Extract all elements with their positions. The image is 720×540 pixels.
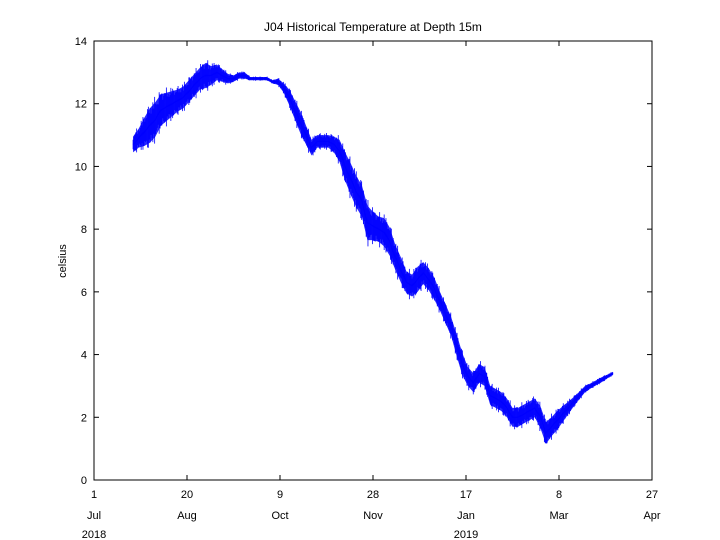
y-axis-ticks: 0 2 4 6 8 10 12 14 (75, 36, 652, 487)
y-tick-label: 8 (81, 224, 87, 236)
chart-title: J04 Historical Temperature at Depth 15m (264, 20, 482, 34)
series-line (132, 71, 614, 435)
x-tick-month-label: Mar (550, 510, 569, 522)
y-tick-label: 12 (75, 99, 87, 111)
x-tick-day-label: 9 (277, 489, 283, 501)
y-tick-label: 4 (81, 350, 87, 362)
series-group (132, 60, 614, 444)
x-tick-month-label: Apr (643, 510, 660, 522)
y-axis-label: celsius (57, 244, 69, 278)
y-tick-label: 2 (81, 412, 87, 424)
x-tick-month-label: Oct (271, 510, 288, 522)
y-tick-label: 6 (81, 287, 87, 299)
x-year-label: 2018 (82, 529, 106, 540)
y-tick-label: 0 (81, 475, 87, 487)
y-tick-label: 10 (75, 161, 87, 173)
x-tick-month-label: Aug (177, 510, 197, 522)
plot-area (93, 40, 653, 481)
x-tick-day-label: 1 (91, 489, 97, 501)
x-year-label: 2019 (454, 529, 478, 540)
x-tick-month-label: Jan (457, 510, 475, 522)
x-tick-day-label: 20 (181, 489, 193, 501)
x-tick-day-label: 17 (460, 489, 472, 501)
x-tick-day-label: 27 (646, 489, 658, 501)
x-tick-month-label: Jul (87, 510, 101, 522)
x-tick-day-label: 8 (556, 489, 562, 501)
x-tick-month-label: Nov (363, 510, 383, 522)
y-tick-label: 14 (75, 36, 87, 48)
x-tick-day-label: 28 (367, 489, 379, 501)
